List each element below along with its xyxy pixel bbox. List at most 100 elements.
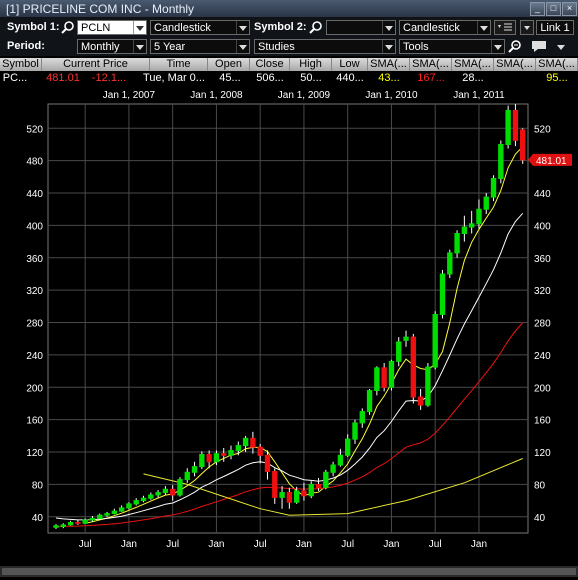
candle-body <box>82 519 88 524</box>
y-tick-label-left: 520 <box>26 124 43 135</box>
column-header[interactable]: Low <box>332 58 368 71</box>
candle-body <box>381 367 387 388</box>
column-header[interactable]: Current Price <box>42 58 150 71</box>
x-tick-label: Jul <box>254 539 267 550</box>
candle-body <box>308 483 314 497</box>
y-tick-label-left: 40 <box>32 513 44 524</box>
candle-body <box>250 437 256 448</box>
candle-body <box>520 129 526 161</box>
window-title: [1] PRICELINE COM INC - Monthly <box>6 2 195 16</box>
candle-body <box>228 449 234 456</box>
candle-body <box>67 521 74 526</box>
column-header[interactable]: SMA(... <box>368 58 410 71</box>
x-tick-label: Jan <box>383 539 399 550</box>
candle-body <box>133 500 139 505</box>
x-tick-label: Jan <box>121 539 137 550</box>
symbol1-input[interactable]: PCLN <box>77 20 147 35</box>
zoom-icon[interactable] <box>508 39 524 54</box>
candle-body <box>89 517 96 521</box>
chart-area[interactable]: 40 40 80 80 120 120 160 160 200 200 240 240 280 280 32… <box>0 86 578 577</box>
maximize-icon[interactable]: □ <box>546 2 561 16</box>
column-header[interactable]: SMA(... <box>452 58 494 71</box>
y-tick-label-right: 200 <box>534 383 551 394</box>
period-select[interactable]: Monthly <box>77 39 147 54</box>
chart-type1-select[interactable]: Candlestick <box>150 20 250 35</box>
search-icon[interactable] <box>60 20 76 35</box>
candle-body <box>272 470 278 498</box>
quote-cell: PC... <box>2 72 28 84</box>
symbol2-label: Symbol 2: <box>254 21 307 33</box>
symbol2-input[interactable] <box>326 20 396 35</box>
candle-body <box>374 367 380 392</box>
column-header[interactable]: High <box>290 58 332 71</box>
chat-icon[interactable] <box>530 39 550 54</box>
y-tick-label-right: 120 <box>534 448 551 459</box>
x-top-label: Jan 1, 2008 <box>190 90 243 101</box>
y-tick-label-right: 400 <box>534 221 551 232</box>
quote-cell: 45... <box>219 72 241 84</box>
candle-body <box>118 507 125 512</box>
candle-body <box>366 390 373 413</box>
link-button[interactable]: Link 1 <box>536 20 574 35</box>
column-header[interactable]: Time <box>150 58 208 71</box>
candle-body <box>235 445 241 451</box>
y-tick-label-left: 280 <box>26 319 43 330</box>
candle-body <box>417 396 424 406</box>
candle-body <box>75 521 81 524</box>
candle-body <box>388 360 395 388</box>
title-bar: [1] PRICELINE COM INC - Monthly _ □ × <box>0 0 578 18</box>
y-tick-label-left: 120 <box>26 448 43 459</box>
column-header[interactable]: SMA(... <box>494 58 536 71</box>
close-icon[interactable]: × <box>562 2 577 16</box>
current-price-label: 481.01 <box>536 156 567 167</box>
range-select[interactable]: 5 Year <box>150 39 250 54</box>
x-tick-label: Jul <box>166 539 179 550</box>
y-tick-label-left: 200 <box>26 383 43 394</box>
menu-icon[interactable] <box>494 20 516 35</box>
column-header[interactable]: Close <box>250 58 290 71</box>
link-icon[interactable] <box>520 20 534 35</box>
candle-body <box>447 252 453 275</box>
candle-body <box>177 479 183 496</box>
search-icon-2[interactable] <box>308 20 324 35</box>
candle-body <box>162 488 169 494</box>
chart-type2-select[interactable]: Candlestick <box>399 20 491 35</box>
candle-body <box>323 471 329 489</box>
y-tick-label-right: 160 <box>534 416 551 427</box>
x-top-label: Jan 1, 2011 <box>453 90 505 101</box>
candle-body <box>483 196 489 210</box>
quote-cell: 28... <box>462 72 484 84</box>
candle-body <box>439 273 446 315</box>
candle-body <box>315 483 322 489</box>
y-tick-label-left: 80 <box>32 480 44 491</box>
column-header[interactable]: SMA(... <box>536 58 578 71</box>
candle-body <box>498 143 504 179</box>
candle-body <box>454 233 460 254</box>
quote-table-row[interactable]: PC... 481.01 -12.1... Tue, Mar 0... 45... 506… <box>0 71 578 85</box>
candle-body <box>301 490 307 497</box>
candle-body <box>104 513 110 516</box>
minimize-icon[interactable]: _ <box>530 2 545 16</box>
candlestick-chart[interactable]: 40 40 80 80 120 120 160 160 200 200 240 240 280 280 32… <box>0 86 578 577</box>
column-header[interactable]: SMA(... <box>410 58 452 71</box>
settings-dropdown-icon[interactable] <box>552 39 570 54</box>
candle-body <box>279 492 285 498</box>
candle-body <box>359 411 365 424</box>
candle-body <box>432 313 438 368</box>
candle-body <box>126 503 132 509</box>
y-tick-label-right: 80 <box>534 480 546 491</box>
column-header[interactable]: Open <box>208 58 250 71</box>
y-tick-label-left: 240 <box>26 351 43 362</box>
candle-body <box>199 453 205 468</box>
tools-select[interactable]: Tools <box>399 39 505 54</box>
candle-body <box>60 524 66 528</box>
studies-select[interactable]: Studies <box>254 39 396 54</box>
column-header[interactable]: Symbol <box>0 58 42 71</box>
sma-longest-line <box>143 458 523 516</box>
quote-cell: 506... <box>256 72 284 84</box>
x-tick-label: Jul <box>79 539 92 550</box>
current-price-tag <box>528 153 572 166</box>
y-tick-label-right: 440 <box>534 189 551 200</box>
x-top-label: Jan 1, 2009 <box>278 90 331 101</box>
x-tick-label: Jul <box>429 539 442 550</box>
